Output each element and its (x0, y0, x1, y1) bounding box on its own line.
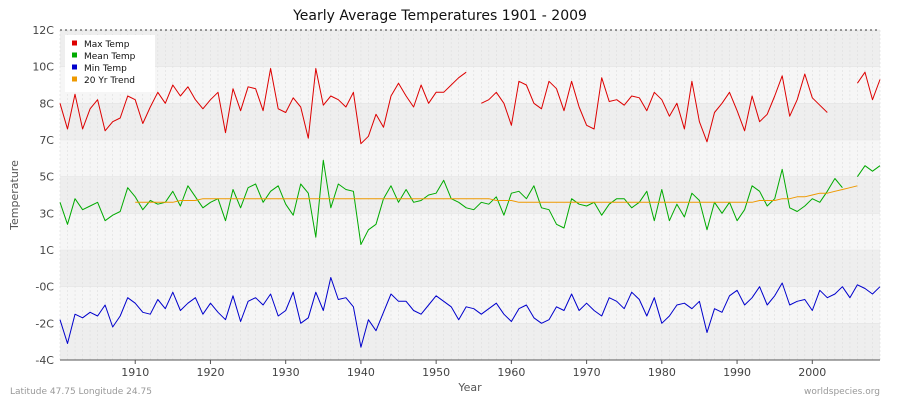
x-axis-label: Year (457, 381, 482, 394)
series-line-min-temp (59, 277, 881, 348)
x-tick-label: 1940 (347, 366, 375, 379)
footer-source: worldspecies.org (804, 387, 880, 397)
x-tick-label: 1990 (723, 366, 751, 379)
y-tick-label: 8C (39, 97, 54, 110)
x-tick-label: 1960 (497, 366, 525, 379)
y-tick-label: 1C (39, 244, 54, 257)
series-line-max-temp (59, 68, 881, 145)
plot-band (60, 323, 880, 360)
y-tick-label: 10C (32, 61, 54, 74)
y-tick-label: -0C (35, 281, 54, 294)
legend-label-20-yr-trend: 20 Yr Trend (84, 76, 135, 86)
legend-label-max-temp: Max Temp (84, 40, 130, 50)
plot-band (60, 250, 880, 287)
legend-label-min-temp: Min Temp (84, 64, 127, 74)
legend-box (65, 35, 155, 92)
legend-swatch-20-yr-trend (72, 76, 77, 82)
x-tick-label: 1980 (648, 366, 676, 379)
y-tick-label: 12C (32, 24, 54, 37)
y-tick-label: 3C (39, 207, 54, 220)
x-tick-label: 1930 (272, 366, 300, 379)
legend-swatch-min-temp (72, 64, 77, 70)
y-tick-label: 7C (39, 134, 54, 147)
x-tick-label: 1920 (196, 366, 224, 379)
data-series (59, 68, 881, 348)
y-tick-label: 5C (39, 171, 54, 184)
gridlines (59, 29, 881, 361)
y-tick-label: -4C (35, 354, 54, 367)
legend: Max Temp Mean Temp Min Temp 20 Yr Trend (65, 35, 155, 92)
axes: 1910 1920 1930 1940 1950 1960 1970 1980 1990 2000… (32, 24, 880, 379)
legend-swatch-max-temp (72, 40, 77, 46)
plot-band (60, 176, 880, 214)
x-tick-label: 1910 (121, 366, 149, 379)
plot-band (60, 103, 880, 140)
legend-label-mean-temp: Mean Temp (84, 52, 136, 62)
chart-title: Yearly Average Temperatures 1901 - 2009 (292, 8, 587, 24)
x-tick-label: 1950 (422, 366, 450, 379)
y-axis-label: Temperature (8, 160, 21, 231)
footer-coordinates: Latitude 47.75 Longitude 24.75 (10, 387, 152, 397)
y-tick-label: -2C (35, 317, 54, 330)
series-line-20-yr-trend (135, 185, 858, 203)
plot-band (60, 30, 880, 67)
legend-swatch-mean-temp (72, 52, 77, 58)
x-tick-label: 1970 (573, 366, 601, 379)
plot-bands (60, 30, 880, 360)
x-tick-label: 2000 (798, 366, 826, 379)
